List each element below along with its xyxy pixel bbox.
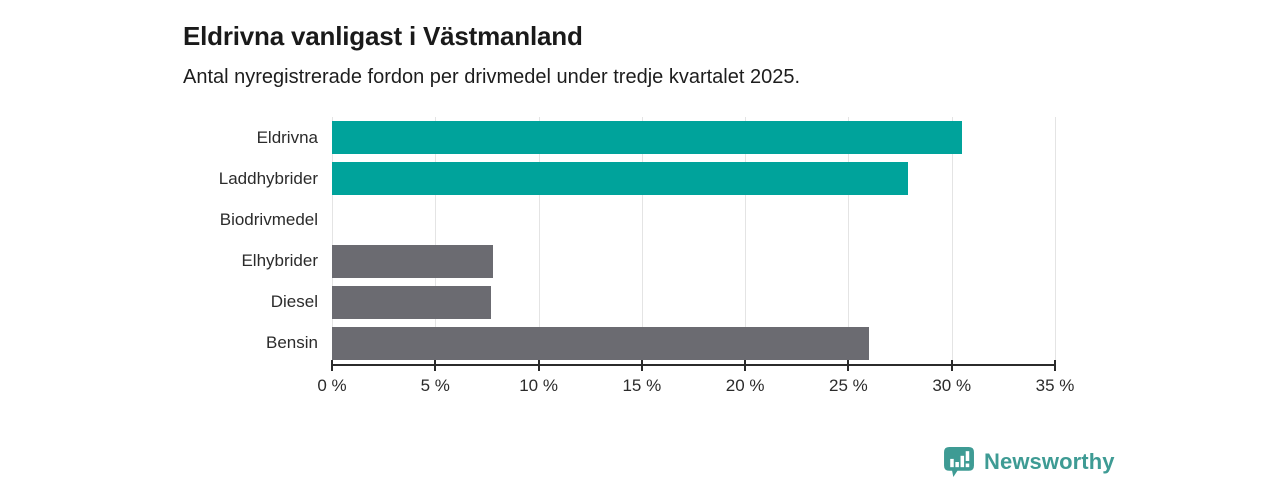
axis-tick-label: 30 % [932,376,972,395]
bar-track [332,158,1055,199]
bar-row: Biodrivmedel [183,199,1055,240]
gridline [435,117,437,364]
bar-elhybrider [332,244,494,278]
axis-tick [847,360,850,371]
axis-tick [331,360,333,371]
category-label: Eldrivna [256,127,318,147]
bar-laddhybrider [332,162,909,196]
axis-tick [1054,360,1056,371]
bar-track [332,282,1055,323]
gridline [538,117,540,364]
axis-tick-label: 5 % [420,376,450,395]
axis-tick [537,360,540,371]
bar-row: Elhybrider [183,241,1055,282]
bar-track [332,241,1055,282]
bar-chart: Eldrivna Laddhybrider Biodrivmedel Elhybrid… [183,117,1074,395]
page-title: Eldrivna vanligast i Västmanland [183,21,583,52]
newsworthy-logo: Newsworthy [943,446,1115,478]
gridline [951,117,953,364]
axis-tick-label: 25 % [829,376,868,395]
category-label: Biodrivmedel [219,209,318,229]
bar-rows: Eldrivna Laddhybrider Biodrivmedel Elhybrid… [183,117,1055,364]
bar-track [332,117,1055,158]
bar-row: Diesel [183,282,1055,323]
chart-subtitle: Antal nyregistrerade fordon per drivmede… [183,66,801,88]
gridline [848,117,850,364]
x-axis-line [332,364,1055,366]
axis-tick-label: 20 % [725,376,765,395]
bar-bensin [332,326,870,360]
bar-track [332,199,1055,240]
axis-tick-label: 0 % [317,376,347,395]
axis-tick [744,360,747,371]
axis-tick-label: 35 % [1035,376,1075,395]
category-label: Elhybrider [241,251,318,271]
bar-diesel [332,285,492,319]
bar-eldrivna [332,121,963,155]
newsworthy-logo-icon [943,446,975,478]
bar-row: Bensin [183,323,1055,364]
axis-tick [434,360,437,371]
gridline [332,117,333,364]
bar-track [332,323,1055,364]
x-axis: 0 % 5 % 10 % 15 % 20 % 25 % 30 % 35 % [317,360,1074,404]
axis-tick-label: 10 % [519,376,558,395]
gridline [745,117,747,364]
newsworthy-logo-text: Newsworthy [984,449,1115,474]
category-label: Diesel [270,292,318,312]
category-label: Laddhybrider [218,168,318,188]
bar-row: Eldrivna [183,117,1055,158]
bar-row: Laddhybrider [183,158,1055,199]
axis-tick-label: 15 % [622,376,662,395]
gridline [641,117,643,364]
axis-tick [640,360,643,371]
category-label: Bensin [266,333,318,353]
gridline [1055,117,1056,364]
plot-gridlines [332,117,1056,364]
axis-tick [950,360,953,371]
